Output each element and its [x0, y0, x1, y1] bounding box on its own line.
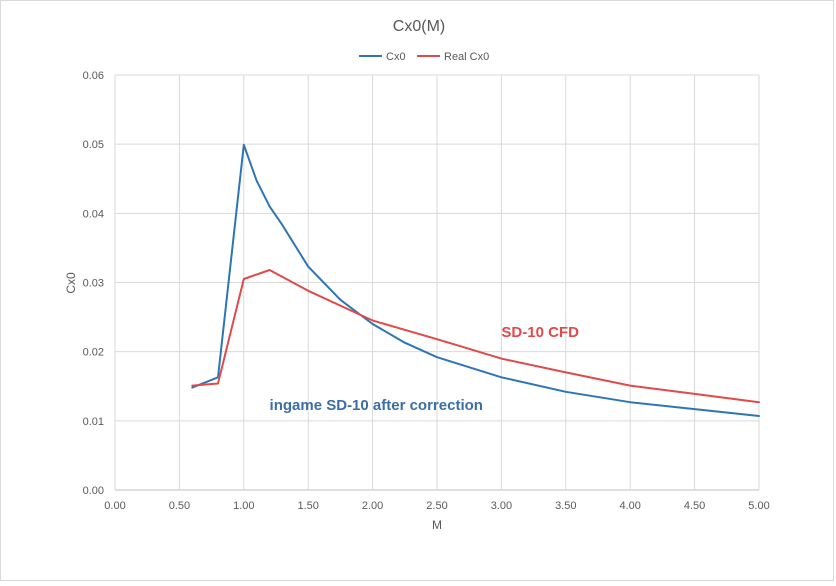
- y-tick-label: 0.05: [83, 139, 104, 151]
- x-tick-label: 4.00: [619, 500, 640, 512]
- x-tick-label: 5.00: [748, 500, 769, 512]
- x-tick-label: 0.00: [104, 500, 125, 512]
- y-tick-label: 0.03: [83, 278, 104, 290]
- x-tick-label: 2.50: [426, 500, 447, 512]
- y-tick-label: 0.04: [83, 208, 104, 220]
- y-axis: 0.00 0.01 0.02 0.03 0.04 0.05 0.06: [83, 70, 104, 497]
- annotation-text: SD-10 CFD: [501, 324, 579, 341]
- y-tick-label: 0.06: [83, 70, 104, 82]
- series-line-1: [191, 143, 760, 417]
- x-axis: 0.00 0.50 1.00 1.50 2.00 2.50 3.00 3.50 4.00 4.50…: [104, 500, 769, 512]
- x-tick-label: 4.50: [684, 500, 705, 512]
- x-tick-label: 0.50: [169, 500, 190, 512]
- series-line-2: [191, 269, 760, 404]
- x-tick-label: 3.50: [555, 500, 576, 512]
- x-tick-label: 1.00: [233, 500, 254, 512]
- x-tick-label: 2.00: [362, 500, 383, 512]
- grid: [114, 74, 760, 491]
- legend-label: Cx0: [386, 51, 406, 63]
- x-axis-label: M: [432, 518, 442, 532]
- x-tick-label: 1.50: [297, 500, 318, 512]
- y-tick-label: 0.00: [83, 485, 104, 497]
- annotations: SD-10 CFD ingame SD-10 after correction: [270, 324, 580, 414]
- y-tick-label: 0.02: [83, 347, 104, 359]
- x-tick-label: 3.00: [491, 500, 512, 512]
- chart-title: Cx0(M): [393, 18, 445, 35]
- series-layer: [191, 143, 760, 417]
- legend: Cx0 Real Cx0: [359, 51, 489, 63]
- y-axis-label: Cx0: [64, 272, 78, 294]
- y-tick-label: 0.01: [83, 416, 104, 428]
- legend-label: Real Cx0: [444, 51, 489, 63]
- annotation-text: ingame SD-10 after correction: [270, 397, 483, 414]
